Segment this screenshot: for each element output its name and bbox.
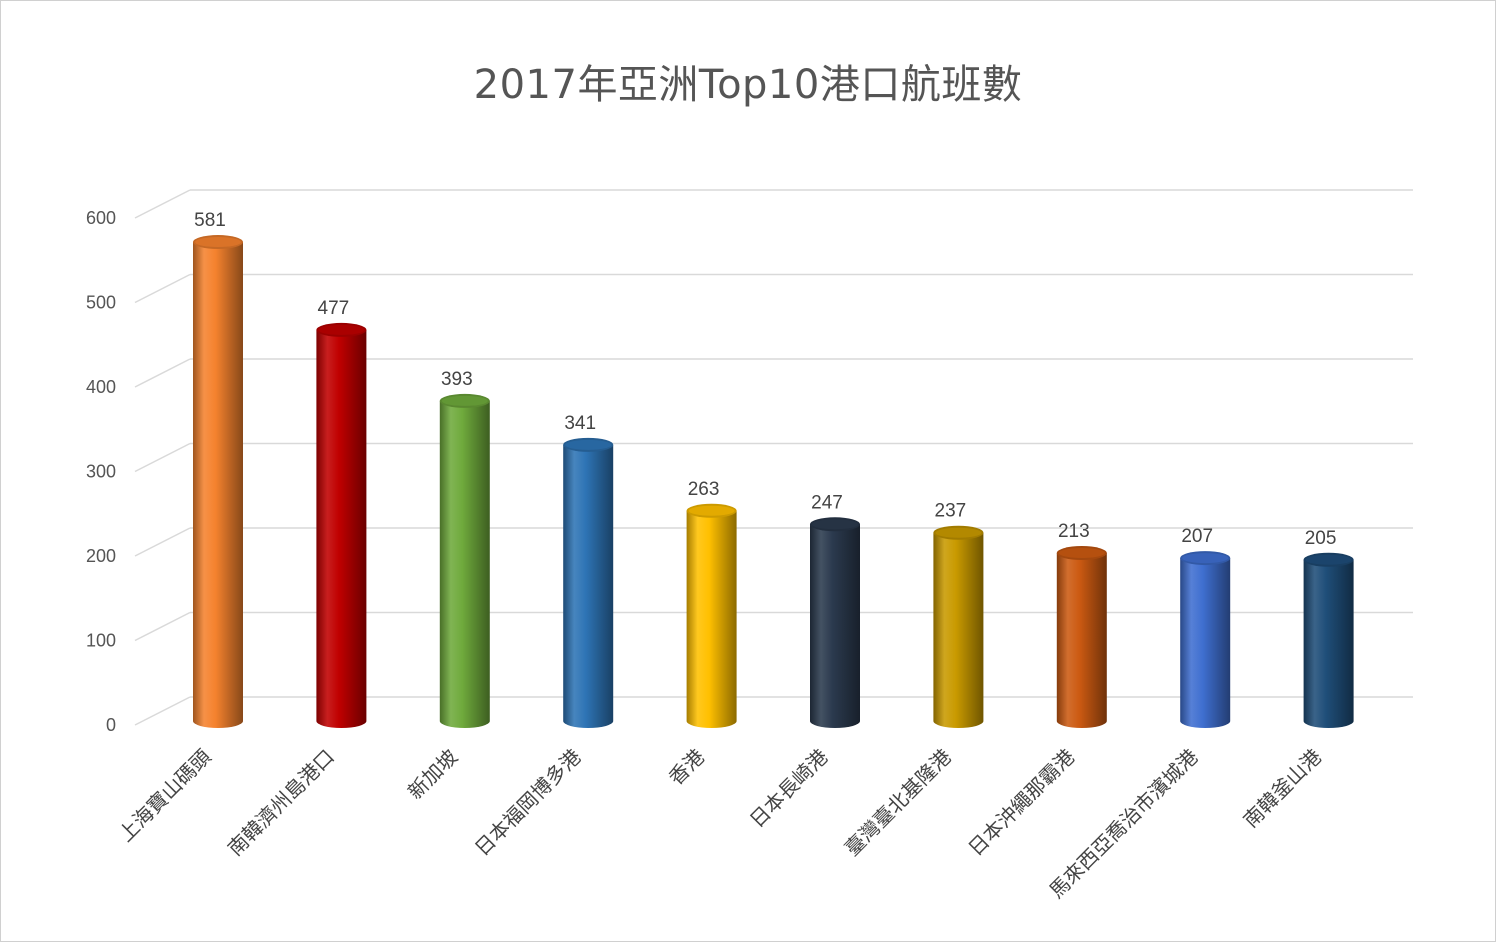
data-label: 263 [688,479,720,500]
y-tick-label: 600 [86,208,116,228]
bar-8 [1056,546,1107,729]
x-tick-label: 南韓釜山港 [1238,745,1326,833]
x-tick-label: 上海寶山碼頭 [114,745,216,847]
data-label: 247 [811,492,843,513]
gridline [134,527,1413,557]
gridline [134,442,1413,473]
data-label: 205 [1305,528,1337,549]
data-label: 477 [318,298,350,319]
bars [193,235,1354,729]
bar-5 [686,503,737,729]
x-tick-label: 日本福岡博多港 [470,745,586,861]
y-tick-label: 100 [86,631,116,651]
bar-7 [933,525,984,729]
bar-3 [439,393,490,729]
data-label: 341 [564,413,596,434]
x-axis: 上海寶山碼頭 南韓濟州島港口 新加坡 日本福岡博多港 香港 日本長崎港 臺灣臺北基隆港 日本沖… [114,745,1326,903]
y-axis: 0 100 200 300 400 500 600 [86,208,116,735]
data-label: 581 [194,210,226,231]
gridline [134,358,1413,388]
x-tick-label: 日本長崎港 [745,745,833,833]
data-label: 393 [441,369,473,390]
gridline [134,189,1413,219]
data-label: 237 [935,501,967,522]
y-tick-label: 200 [86,546,116,566]
y-tick-label: 300 [86,462,116,482]
x-tick-label: 日本沖繩那霸港 [963,745,1079,861]
chart-title: 2017年亞洲Top10港口航班數 [473,62,1023,108]
data-label: 213 [1058,521,1090,542]
bar-6 [810,517,860,728]
bar-4 [563,437,614,729]
bar-2 [316,322,367,729]
gridline [134,273,1413,304]
x-tick-label: 香港 [664,745,709,790]
bar-1 [193,235,243,728]
data-label: 207 [1181,526,1213,547]
x-tick-label: 新加坡 [403,745,462,804]
bar-9 [1180,551,1231,729]
x-tick-label: 南韓濟州島港口 [223,745,339,861]
x-tick-label: 臺灣臺北基隆港 [840,745,956,861]
y-tick-label: 400 [86,377,116,397]
y-tick-label: 0 [106,715,116,735]
bar-10 [1303,552,1354,729]
data-labels: 581 477 393 341 263 247 237 213 207 205 [194,210,1336,549]
y-tick-label: 500 [86,293,116,313]
